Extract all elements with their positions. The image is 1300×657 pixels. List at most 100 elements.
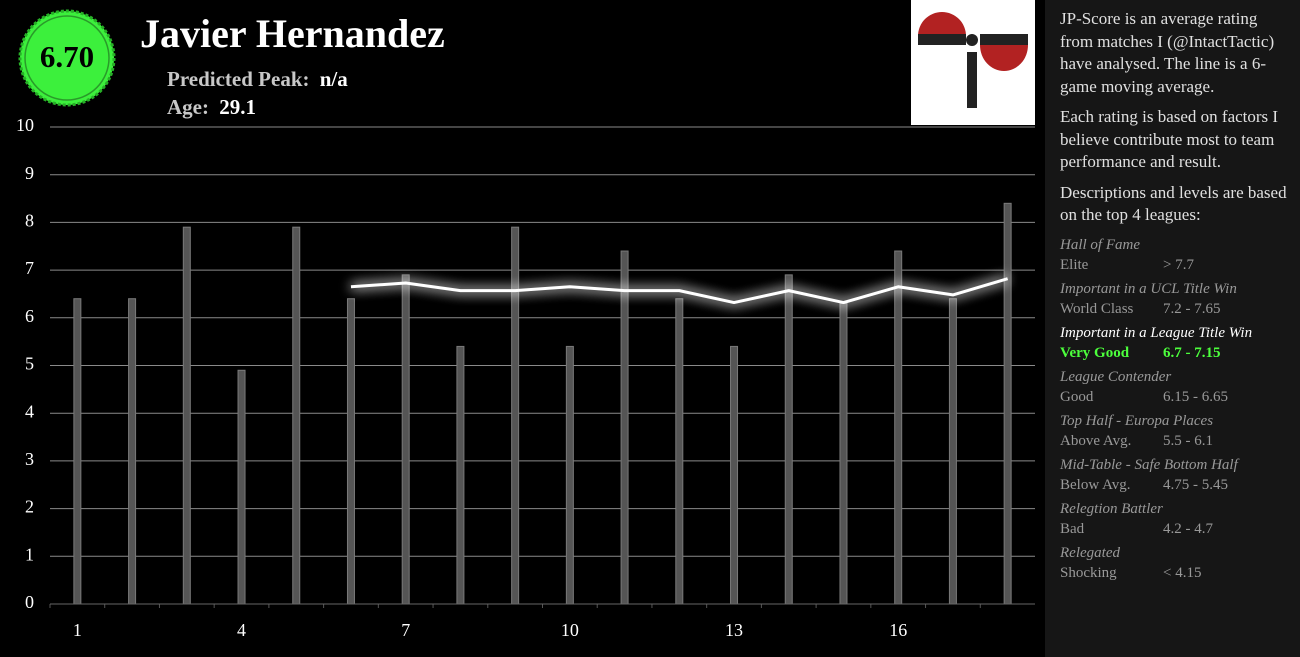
bar bbox=[511, 226, 520, 605]
y-tick-label: 1 bbox=[25, 544, 34, 564]
logo-shape bbox=[966, 34, 978, 46]
y-tick-label: 7 bbox=[25, 258, 34, 278]
age-label: Age: bbox=[167, 95, 209, 119]
logo-shape bbox=[918, 34, 966, 45]
logo-shape bbox=[918, 12, 966, 36]
tier-row: Shocking < 4.15 bbox=[1060, 563, 1290, 583]
bar bbox=[839, 302, 848, 605]
tier-range: > 7.7 bbox=[1163, 256, 1194, 273]
age-line: Age: 29.1 bbox=[167, 95, 256, 119]
side-panel: JP-Score is an average rating from match… bbox=[1045, 0, 1300, 657]
tier-level: Above Avg. bbox=[1060, 432, 1132, 449]
y-tick-label: 4 bbox=[25, 401, 34, 421]
tier-category: Relegated bbox=[1060, 544, 1120, 561]
bar bbox=[948, 298, 957, 605]
tier: Mid-Table - Safe Bottom Half Below Avg. 4.… bbox=[1060, 455, 1290, 495]
bar bbox=[620, 250, 629, 605]
tier: Top Half - Europa Places Above Avg. 5.5 - … bbox=[1060, 411, 1290, 451]
tier-range: 6.7 - 7.15 bbox=[1163, 344, 1221, 361]
x-tick-label: 13 bbox=[725, 620, 743, 640]
tier-range: 5.5 - 6.1 bbox=[1163, 432, 1213, 449]
bar bbox=[346, 298, 355, 605]
bar bbox=[237, 369, 246, 605]
y-tick-label: 2 bbox=[25, 497, 34, 517]
tier-category: Important in a UCL Title Win bbox=[1060, 280, 1237, 297]
tier: Hall of Fame Elite > 7.7 bbox=[1060, 235, 1290, 275]
moving-average-line bbox=[350, 277, 1009, 305]
x-tick-label: 4 bbox=[237, 620, 246, 640]
chart: 6.70 Javier Hernandez Predicted Peak: n/… bbox=[16, 0, 1035, 640]
tier-category: Relegtion Battler bbox=[1060, 500, 1163, 517]
bar bbox=[784, 274, 793, 605]
y-tick-label: 5 bbox=[25, 354, 34, 374]
peak-value: n/a bbox=[320, 67, 349, 91]
tier: Important in a UCL Title Win World Class 7… bbox=[1060, 279, 1290, 319]
tier-category: League Contender bbox=[1060, 368, 1172, 385]
y-tick-label: 10 bbox=[16, 115, 34, 135]
tier-range: < 4.15 bbox=[1163, 564, 1202, 581]
tier-range: 7.2 - 7.65 bbox=[1163, 300, 1221, 317]
y-tick-label: 8 bbox=[25, 211, 34, 231]
tier: League Contender Good 6.15 - 6.65 bbox=[1060, 367, 1290, 407]
info-paragraph: Each rating is based on factors I believ… bbox=[1060, 107, 1279, 171]
tier-category: Hall of Fame bbox=[1060, 236, 1140, 253]
tier-level: Bad bbox=[1060, 520, 1085, 537]
bar bbox=[894, 250, 903, 605]
bar bbox=[730, 345, 739, 605]
logo-shape bbox=[967, 52, 977, 108]
bar bbox=[73, 298, 82, 605]
header: 6.70 Javier Hernandez Predicted Peak: n/… bbox=[18, 9, 445, 119]
tier: Relegated Shocking < 4.15 bbox=[1060, 543, 1290, 583]
tier-row: Elite > 7.7 bbox=[1060, 255, 1290, 275]
tier-row: Good 6.15 - 6.65 bbox=[1060, 387, 1290, 407]
tier-row: World Class 7.2 - 7.65 bbox=[1060, 299, 1290, 319]
tier-range: 6.15 - 6.65 bbox=[1163, 388, 1228, 405]
tier-row: Above Avg. 5.5 - 6.1 bbox=[1060, 431, 1290, 451]
tier-category: Important in a League Title Win bbox=[1060, 324, 1253, 341]
x-tick-label: 16 bbox=[889, 620, 907, 640]
info-paragraph: Descriptions and levels are based on the… bbox=[1060, 182, 1287, 225]
y-tick-label: 3 bbox=[25, 449, 34, 469]
logo bbox=[911, 0, 1035, 125]
tier-level: Shocking bbox=[1060, 564, 1117, 581]
tier-range: 4.2 - 4.7 bbox=[1163, 520, 1213, 537]
bar bbox=[456, 345, 465, 605]
tier: Important in a League Title Win Very Good… bbox=[1060, 323, 1290, 363]
tier-range: 4.75 - 5.45 bbox=[1163, 476, 1228, 493]
x-tick-label: 1 bbox=[73, 620, 82, 640]
score-badge bbox=[18, 9, 116, 107]
tier-row: Below Avg. 4.75 - 5.45 bbox=[1060, 475, 1290, 495]
bar bbox=[128, 298, 137, 605]
age-value: 29.1 bbox=[219, 95, 256, 119]
tier-level: Very Good bbox=[1060, 344, 1130, 361]
bar bbox=[292, 226, 301, 605]
tier-row: Very Good 6.7 - 7.15 bbox=[1060, 343, 1290, 363]
peak-line: Predicted Peak: n/a bbox=[167, 67, 348, 91]
tier-level: Good bbox=[1060, 388, 1094, 405]
score-ring bbox=[24, 15, 110, 101]
score: 6.70 bbox=[40, 39, 94, 74]
info-paragraph: JP-Score is an average rating from match… bbox=[1060, 9, 1275, 96]
logo-shape bbox=[980, 34, 1028, 45]
tier-category: Top Half - Europa Places bbox=[1060, 412, 1214, 429]
tier-category: Mid-Table - Safe Bottom Half bbox=[1060, 456, 1238, 473]
x-tick-label: 7 bbox=[401, 620, 410, 640]
tier: Relegtion Battler Bad 4.2 - 4.7 bbox=[1060, 499, 1290, 539]
tier-level: Below Avg. bbox=[1060, 476, 1131, 493]
bar bbox=[401, 274, 410, 605]
y-tick-label: 6 bbox=[25, 306, 34, 326]
bar bbox=[675, 298, 684, 605]
y-tick-label: 0 bbox=[25, 592, 34, 612]
tier-level: World Class bbox=[1060, 300, 1134, 317]
y-tick-label: 9 bbox=[25, 163, 34, 183]
bar bbox=[1003, 202, 1012, 605]
bar bbox=[565, 345, 574, 605]
logo-shape bbox=[980, 45, 1028, 71]
tier-level: Elite bbox=[1060, 256, 1089, 273]
peak-label: Predicted Peak: bbox=[167, 67, 310, 91]
bar bbox=[182, 226, 191, 605]
tier-row: Bad 4.2 - 4.7 bbox=[1060, 519, 1290, 539]
x-tick-label: 10 bbox=[561, 620, 579, 640]
player-name: Javier Hernandez bbox=[140, 11, 445, 56]
